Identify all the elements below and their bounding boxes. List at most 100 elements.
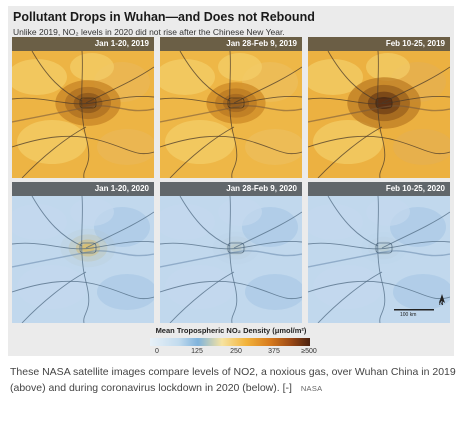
road-line <box>377 195 386 323</box>
road-line <box>31 195 83 247</box>
river-line <box>308 250 450 268</box>
road-line <box>233 211 302 249</box>
road-line <box>308 241 450 250</box>
caption-credit: NASA <box>300 384 323 393</box>
no2-map-2019-feb-late <box>308 37 450 178</box>
road-line <box>31 50 83 102</box>
road-line <box>308 280 450 300</box>
road-line <box>160 135 302 155</box>
wuhan-outline <box>375 97 393 109</box>
road-line <box>308 96 450 105</box>
north-arrow-icon <box>439 294 445 303</box>
legend-color-bar <box>150 338 310 346</box>
terrain-patch <box>393 129 450 165</box>
legend-tick: ≥500 <box>301 348 317 355</box>
road-line <box>12 241 154 250</box>
road-line <box>327 195 379 247</box>
terrain-patch <box>313 265 383 309</box>
no2-map-2020-feb-late <box>308 182 450 323</box>
legend-title: Mean Tropospheric NO₂ Density (μmol/m²) <box>155 326 307 335</box>
terrain-patch <box>245 129 302 165</box>
terrain-patch <box>165 120 235 164</box>
terrain-patch <box>218 53 262 81</box>
river-line <box>12 250 154 268</box>
terrain-patch <box>97 129 154 165</box>
road-line <box>179 195 231 247</box>
no2-hotspot <box>212 231 260 265</box>
terrain-patch <box>70 53 114 81</box>
terrain-patch <box>17 120 87 164</box>
road-line <box>85 66 154 104</box>
map-panel-2020-feb-early: Jan 28-Feb 9, 2020 <box>160 182 302 323</box>
road-line <box>160 241 302 250</box>
wuhan-outline <box>227 97 245 109</box>
road-line <box>233 66 302 104</box>
figure-title: Pollutant Drops in Wuhan—and Does not Re… <box>13 10 315 24</box>
wuhan-outline <box>79 242 97 254</box>
terrain-patch <box>313 120 383 164</box>
terrain-patch <box>366 53 410 81</box>
terrain-patch <box>12 204 67 240</box>
no2-map-2019-jan <box>12 37 154 178</box>
scale-bar-label: 100 km <box>400 312 417 318</box>
panel-date-label: Jan 28-Feb 9, 2020 <box>160 182 302 196</box>
terrain-patch <box>160 59 215 95</box>
legend-tick: 0 <box>155 348 159 355</box>
terrain-patch <box>160 204 215 240</box>
terrain-patch <box>308 59 363 95</box>
road-line <box>229 195 238 323</box>
terrain-patch <box>393 274 450 310</box>
panel-date-label: Feb 10-25, 2020 <box>308 182 450 196</box>
road-line <box>160 96 302 105</box>
caption-collapse-link[interactable]: [-] <box>282 382 292 394</box>
road-line <box>317 126 383 178</box>
wuhan-outline <box>375 242 393 254</box>
road-line <box>160 280 302 300</box>
wuhan-outline <box>227 242 245 254</box>
no2-map-2019-feb-early <box>160 37 302 178</box>
no2-map-2020-feb-early <box>160 182 302 323</box>
river-line <box>160 105 302 123</box>
figure-subtitle: Unlike 2019, NO₂ levels in 2020 did not … <box>13 27 285 37</box>
map-panel-2020-jan: Jan 1-20, 2020 <box>12 182 154 323</box>
terrain-patch <box>12 59 67 95</box>
road-line <box>85 211 154 249</box>
road-line <box>12 96 154 105</box>
road-line <box>377 50 386 178</box>
map-panel-2020-feb-late: Feb 10-25, 2020 100 km N <box>308 182 450 323</box>
road-line <box>169 271 235 323</box>
caption-text: These NASA satellite images compare leve… <box>10 366 456 394</box>
satellite-figure: Pollutant Drops in Wuhan—and Does not Re… <box>8 6 454 356</box>
road-line <box>381 66 450 104</box>
panel-date-label: Jan 1-20, 2020 <box>12 182 154 196</box>
map-panel-2019-feb-late: Feb 10-25, 2019 <box>308 37 450 178</box>
road-line <box>179 50 231 102</box>
road-line <box>308 135 450 155</box>
image-caption: These NASA satellite images compare leve… <box>10 364 456 397</box>
scale-bar <box>394 309 434 311</box>
terrain-patch <box>165 265 235 309</box>
road-line <box>81 195 90 323</box>
terrain-patch <box>70 198 114 226</box>
color-legend: Mean Tropospheric NO₂ Density (μmol/m²) … <box>126 326 336 366</box>
terrain-patch <box>308 204 363 240</box>
legend-tick: 125 <box>191 348 203 355</box>
road-line <box>21 126 87 178</box>
road-line <box>169 126 235 178</box>
panel-date-label: Jan 1-20, 2019 <box>12 37 154 51</box>
road-line <box>229 50 238 178</box>
road-line <box>12 135 154 155</box>
panel-date-label: Jan 28-Feb 9, 2019 <box>160 37 302 51</box>
river-line <box>160 250 302 268</box>
terrain-patch <box>245 274 302 310</box>
no2-map-2020-jan <box>12 182 154 323</box>
river-line <box>308 105 450 123</box>
map-panel-2019-jan: Jan 1-20, 2019 <box>12 37 154 178</box>
road-line <box>21 271 87 323</box>
terrain-patch <box>366 198 410 226</box>
no2-hotspot <box>378 244 390 252</box>
road-line <box>327 50 379 102</box>
road-line <box>317 271 383 323</box>
river-line <box>12 105 154 123</box>
north-arrow-label: N <box>439 301 444 307</box>
